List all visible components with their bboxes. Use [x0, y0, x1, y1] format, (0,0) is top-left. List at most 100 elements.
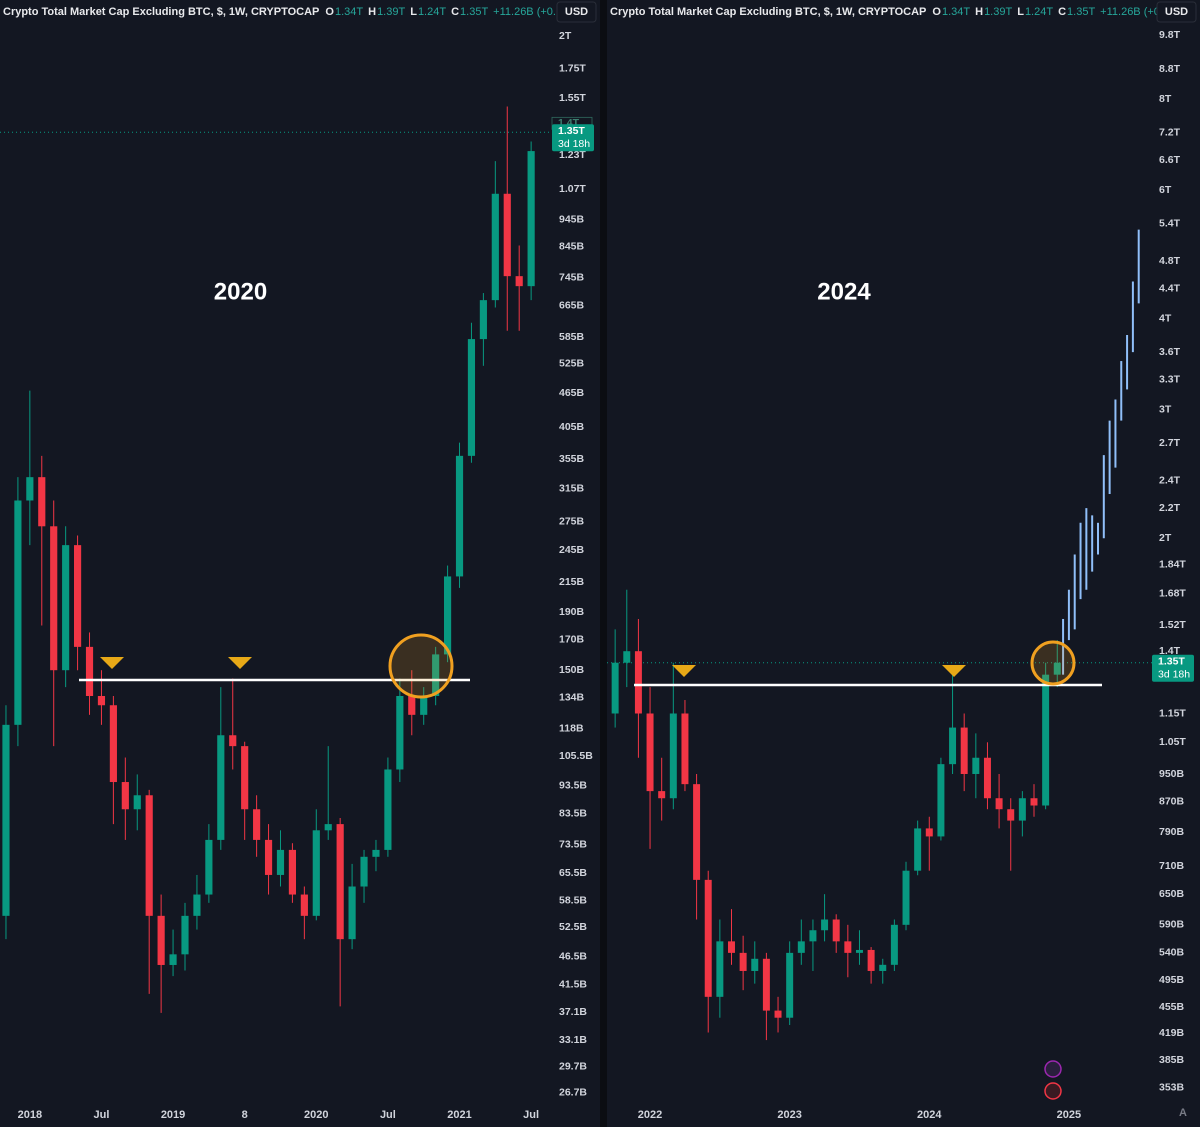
candle-body [751, 958, 759, 971]
triangle-marker [100, 657, 124, 669]
currency: USD [565, 6, 588, 18]
candle-body [109, 705, 117, 783]
candle-body [14, 500, 22, 725]
y-tick-label: 1.75T [559, 62, 586, 74]
y-tick-label: 1.52T [1159, 619, 1186, 631]
ohlc-value: 1.34T [942, 6, 970, 18]
drawings [79, 633, 1102, 1100]
candle-body [762, 958, 770, 1011]
y-tick-label: 33.1B [559, 1034, 587, 1046]
x-tick-label: 2024 [917, 1109, 942, 1121]
y-tick-label: 465B [559, 387, 585, 399]
y-tick-label: 58.5B [559, 895, 587, 907]
candle-body [229, 735, 237, 747]
candle-body [420, 695, 428, 715]
x-tick-label: 8 [242, 1109, 248, 1121]
currency: USD [1165, 6, 1188, 18]
candle-body [646, 713, 654, 792]
y-tick-label: 945B [559, 213, 585, 225]
candle-body [253, 809, 261, 840]
candle-body [467, 339, 476, 456]
event-icon[interactable] [1044, 1060, 1062, 1078]
ohlc-value: 1.24T [418, 6, 446, 18]
candle-body [408, 695, 416, 715]
candle-body [681, 713, 689, 785]
ohlc-key: H [975, 6, 983, 18]
y-tick-label: 2T [559, 30, 572, 42]
candle-body [1030, 798, 1038, 806]
y-tick-label: 3.3T [1159, 373, 1181, 385]
candle-body [879, 964, 887, 971]
ohlc-value: 1.39T [984, 6, 1012, 18]
candle-body [288, 849, 296, 895]
y-tick-label: 275B [559, 516, 585, 528]
candle-body [181, 915, 189, 955]
y-tick-label: 170B [559, 633, 585, 645]
candle-body [611, 662, 619, 714]
triangle-marker [942, 665, 966, 677]
candle-body [372, 849, 380, 857]
y-tick-label: 1.15T [1159, 707, 1186, 719]
candle-body [38, 477, 46, 527]
candle-body [937, 764, 945, 837]
candle-body [2, 724, 10, 916]
event-icon[interactable] [1044, 1082, 1062, 1100]
candle-body [62, 545, 70, 671]
candle-body [503, 193, 511, 277]
candle-body [26, 477, 34, 501]
y-tick-label: 6T [1159, 184, 1172, 196]
candle-body [809, 930, 817, 942]
y-tick-label: 405B [559, 421, 585, 433]
ohlc-key: H [368, 6, 376, 18]
highlight-circle [1030, 640, 1076, 686]
highlight-circle [388, 633, 454, 699]
candle-body [205, 839, 213, 895]
y-tick-label: 590B [1159, 919, 1185, 931]
chart-title: Crypto Total Market Cap Excluding BTC, $… [610, 6, 926, 18]
y-tick-label: 3T [1159, 404, 1172, 416]
currency-button[interactable] [556, 1, 597, 23]
candle-body [634, 651, 642, 714]
candle-body [444, 576, 452, 655]
ohlc-value: 1.35T [460, 6, 488, 18]
y-tick-label: 2.7T [1159, 437, 1181, 449]
x-tick-label: 2022 [638, 1109, 662, 1121]
x-tick-label: 2020 [304, 1109, 328, 1121]
y-tick-label: 1.4T [1159, 645, 1181, 657]
y-tick-label: 1.55T [559, 92, 586, 104]
y-tick-label: 1.68T [1159, 587, 1186, 599]
y-tick-label: 105.5B [559, 750, 593, 762]
candle-body [716, 941, 724, 997]
y-tick-label: 495B [1159, 974, 1185, 986]
y-tick-label: 950B [1159, 768, 1185, 780]
candle-body [832, 919, 840, 942]
ohlc-key: O [325, 6, 334, 18]
y-tick-label: 5.4T [1159, 218, 1181, 230]
candle-body [396, 695, 404, 770]
candle-body [85, 646, 94, 696]
y-tick-label: 790B [1159, 826, 1185, 838]
candle-body [1053, 662, 1061, 675]
y-tick-label: 41.5B [559, 979, 587, 991]
candle-body [324, 824, 332, 831]
scale-button[interactable]: A [1179, 1107, 1187, 1119]
candle-body [867, 949, 875, 971]
candle-body [1018, 798, 1026, 821]
y-tick-label: 585B [559, 331, 585, 343]
candle-body [145, 795, 153, 916]
panel-divider [600, 0, 607, 1127]
candle-body [739, 952, 747, 971]
y-tick-label: 710B [1159, 860, 1185, 872]
y-tick-label: 1.07T [559, 183, 586, 195]
y-tick-label: 245B [559, 544, 585, 556]
currency-button[interactable] [1156, 1, 1197, 23]
x-tick-label: 2023 [777, 1109, 801, 1121]
candle-body [797, 941, 805, 953]
candle-body [97, 695, 106, 706]
y-tick-label: 8T [1159, 93, 1172, 105]
candle-body [491, 193, 499, 301]
y-tick-label: 65.5B [559, 867, 587, 879]
candle-body [241, 746, 249, 810]
y-tick-label: 83.5B [559, 807, 587, 819]
